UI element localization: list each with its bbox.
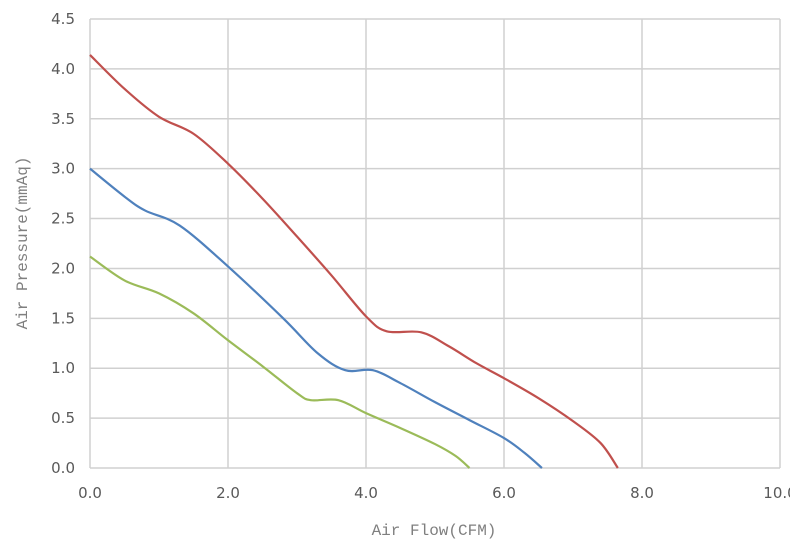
- x-tick-label: 8.0: [630, 484, 654, 502]
- grid: [89, 18, 781, 469]
- y-tick-label: 0.0: [51, 459, 75, 477]
- y-tick-label: 1.5: [51, 309, 75, 327]
- y-axis-title: Air Pressure(mmAq): [14, 157, 32, 330]
- y-tick-label: 2.0: [51, 259, 75, 277]
- series-line-medium: [89, 167, 543, 469]
- y-tick-label: 3.5: [51, 110, 75, 128]
- x-tick-label: 6.0: [492, 484, 516, 502]
- x-tick-label: 0.0: [78, 484, 102, 502]
- series-line-high: [89, 54, 619, 469]
- y-tick-label: 1.0: [51, 359, 75, 377]
- y-tick-label: 0.5: [51, 409, 75, 427]
- y-tick-label: 4.5: [51, 10, 75, 28]
- series-line-low: [89, 255, 471, 469]
- y-tick-label: 3.0: [51, 160, 75, 178]
- x-tick-label: 10.0: [763, 484, 790, 502]
- series-lines: [89, 54, 619, 469]
- y-tick-label: 2.5: [51, 210, 75, 228]
- x-tick-label: 4.0: [354, 484, 378, 502]
- y-tick-label: 4.0: [51, 60, 75, 78]
- tick-labels: 0.0 0.5 1.0 1.5 2.0 2.5 3.0 3.5 4.0 4.5 0.0 2.0 4.0 6…: [51, 10, 790, 502]
- x-tick-label: 2.0: [216, 484, 240, 502]
- x-axis-title: Air Flow(CFM): [372, 522, 497, 540]
